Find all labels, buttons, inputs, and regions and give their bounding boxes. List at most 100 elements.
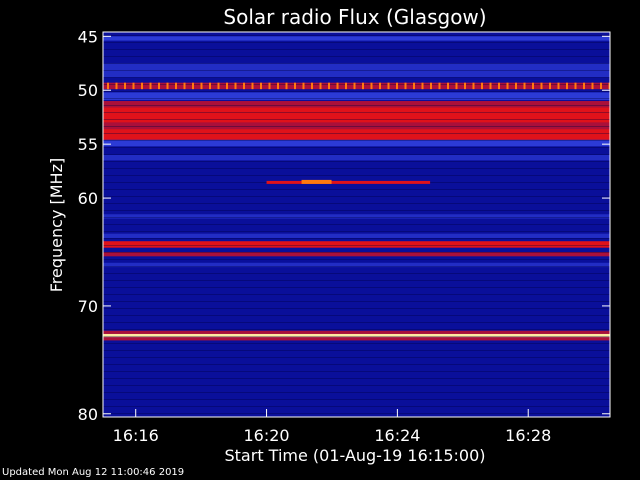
texture-line-46 [103, 357, 610, 358]
texture-line-30 [103, 245, 610, 246]
texture-line-39 [103, 308, 610, 309]
pulse-mark-18 [260, 82, 262, 90]
band-12 [103, 241, 610, 248]
band-14 [103, 262, 610, 268]
y-tick-label-80: 80 [78, 405, 98, 424]
texture-line-23 [103, 196, 610, 197]
texture-line-2 [103, 49, 610, 50]
texture-line-38 [103, 301, 610, 302]
pulse-mark-24 [311, 82, 313, 90]
texture-line-14 [103, 133, 610, 134]
texture-line-10 [103, 105, 610, 106]
texture-line-24 [103, 203, 610, 204]
texture-line-6 [103, 77, 610, 78]
band-7 [103, 129, 610, 140]
pulse-mark-45 [489, 82, 492, 90]
y-tick-label-50: 50 [78, 81, 98, 100]
band-15 [103, 330, 610, 334]
pulse-mark-33 [387, 82, 390, 90]
pulse-mark-28 [345, 82, 347, 90]
texture-line-0 [103, 35, 610, 36]
burst-trace [266, 180, 431, 184]
pulse-mark-5 [149, 82, 152, 90]
band-17 [103, 337, 610, 341]
pulse-mark-29 [353, 82, 356, 90]
pulse-mark-23 [302, 82, 305, 90]
texture-line-50 [103, 385, 610, 386]
texture-line-48 [103, 371, 610, 372]
texture-line-12 [103, 119, 610, 120]
texture-line-26 [103, 217, 610, 218]
pulse-mark-49 [523, 82, 526, 90]
pulse-mark-9 [183, 82, 186, 90]
pulse-mark-0 [107, 82, 109, 90]
pulse-mark-57 [591, 82, 594, 90]
texture-line-9 [103, 98, 610, 99]
x-tick-label-0: 16:16 [113, 426, 159, 445]
pulse-mark-54 [566, 82, 568, 90]
x-tick-label-2: 16:24 [374, 426, 420, 445]
pulse-mark-42 [464, 82, 466, 90]
pulse-mark-50 [532, 82, 534, 90]
pulse-mark-14 [226, 82, 228, 90]
pulse-mark-20 [277, 82, 279, 90]
x-tick-label-1: 16:20 [243, 426, 289, 445]
pulse-mark-16 [243, 82, 245, 90]
pulse-mark-39 [438, 82, 441, 90]
texture-line-37 [103, 294, 610, 295]
plot-frame [102, 31, 611, 418]
texture-line-31 [103, 252, 610, 253]
texture-line-13 [103, 126, 610, 127]
texture-line-22 [103, 189, 610, 190]
pulse-mark-35 [404, 82, 407, 90]
texture-line-7 [103, 84, 610, 85]
texture-line-47 [103, 364, 610, 365]
texture-line-44 [103, 343, 610, 344]
texture-line-1 [103, 42, 610, 43]
pulse-mark-10 [192, 82, 194, 90]
noise-texture [103, 35, 611, 414]
texture-line-33 [103, 266, 610, 267]
texture-line-18 [103, 161, 610, 162]
pulse-mark-43 [472, 82, 475, 90]
pulse-mark-19 [268, 82, 271, 90]
pulse-mark-3 [132, 82, 135, 90]
pulse-mark-34 [396, 82, 398, 90]
texture-line-40 [103, 315, 610, 316]
x-tick-label-3: 16:28 [505, 426, 551, 445]
band-4 [103, 101, 610, 108]
pulse-mark-7 [166, 82, 169, 90]
band-3 [103, 92, 610, 100]
pulse-mark-41 [455, 82, 458, 90]
texture-line-34 [103, 273, 610, 274]
pulse-mark-30 [362, 82, 364, 90]
pulse-mark-2 [124, 82, 126, 90]
x-axis: 16:16 16:20 16:24 16:28 [113, 409, 551, 445]
texture-line-52 [103, 399, 610, 400]
pulse-mark-26 [328, 82, 330, 90]
pulse-mark-27 [336, 82, 339, 90]
y-tick-label-55: 55 [78, 135, 98, 154]
pulse-mark-13 [217, 82, 220, 90]
chart-title: Solar radio Flux (Glasgow) [223, 5, 486, 29]
band-1 [103, 63, 610, 78]
texture-line-45 [103, 350, 610, 351]
pulse-mark-32 [379, 82, 381, 90]
y-axis: 45 50 55 60 70 80 [78, 27, 610, 424]
band-9 [103, 154, 610, 161]
pulse-mark-44 [481, 82, 483, 90]
pulse-mark-46 [498, 82, 500, 90]
band-0 [103, 36, 610, 41]
pulse-mark-4 [141, 82, 143, 90]
pulse-mark-8 [175, 82, 177, 90]
texture-line-36 [103, 287, 610, 288]
texture-line-53 [103, 406, 610, 407]
texture-line-15 [103, 140, 610, 141]
texture-line-43 [103, 336, 610, 337]
pulse-mark-38 [430, 82, 432, 90]
pulse-mark-6 [158, 82, 160, 90]
pulse-mark-51 [540, 82, 543, 90]
pulse-mark-40 [447, 82, 449, 90]
pulse-mark-56 [583, 82, 585, 90]
x-axis-label: Start Time (01-Aug-19 16:15:00) [225, 446, 486, 465]
